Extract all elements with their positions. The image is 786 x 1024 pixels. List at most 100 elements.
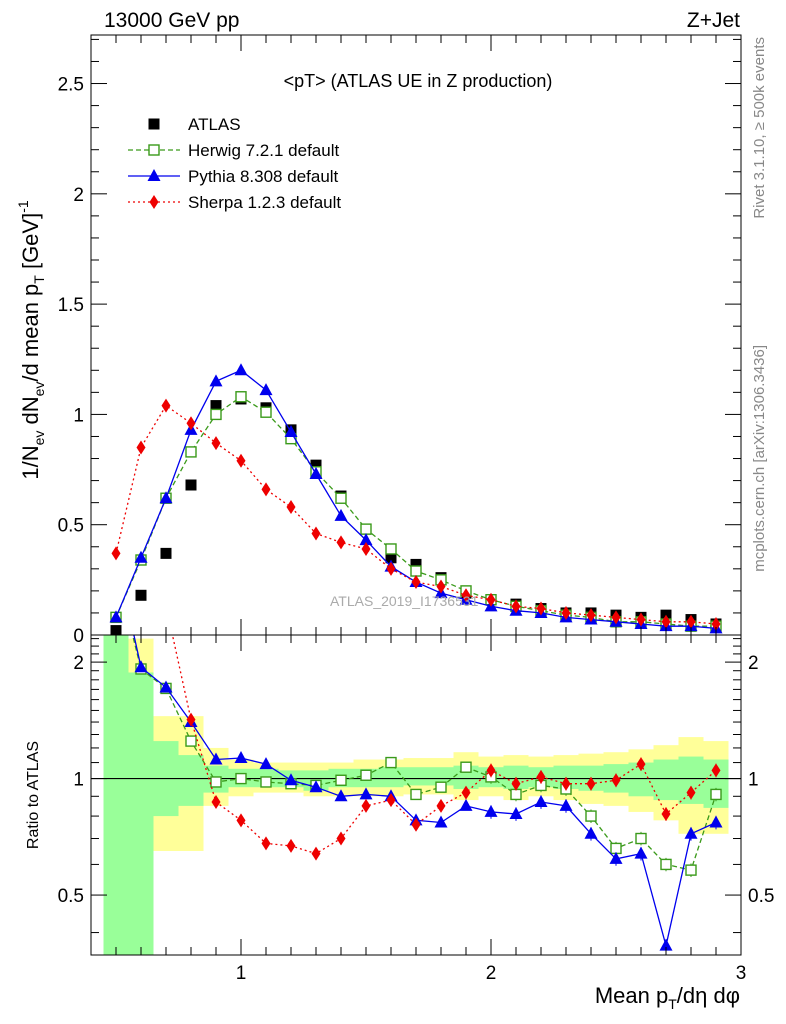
ratio-point-herwig — [385, 756, 397, 769]
ratio-point-sherpa — [611, 773, 621, 788]
ratio-point-pythia — [659, 938, 673, 951]
data-point-atlas — [160, 547, 172, 559]
y-tick-label: 2 — [73, 185, 84, 206]
ratio-point-herwig — [185, 735, 197, 747]
series-sherpa — [111, 398, 721, 631]
data-point-sherpa — [586, 608, 596, 623]
data-point-sherpa — [636, 612, 646, 627]
band-inner-bin — [428, 767, 454, 786]
ratio-y-tick-label-left: 1 — [73, 770, 84, 791]
data-point-atlas — [310, 459, 322, 471]
data-point-sherpa — [436, 579, 446, 594]
band-inner-bin — [403, 767, 429, 786]
main-title: <pT> (ATLAS UE in Z production) — [284, 71, 553, 91]
data-point-pythia — [109, 610, 123, 623]
data-point-herwig — [185, 446, 197, 458]
ratio-point-herwig — [210, 776, 222, 788]
data-point-pythia — [134, 550, 148, 563]
legend-label: Sherpa 1.2.3 default — [188, 193, 341, 212]
ratio-point-pythia — [134, 660, 148, 673]
ratio-point-herwig — [585, 810, 597, 822]
data-point-sherpa — [311, 526, 321, 541]
data-point-sherpa — [236, 453, 246, 468]
ratio-point-herwig — [260, 776, 272, 788]
ratio-point-pythia — [484, 804, 498, 817]
ratio-point-sherpa — [186, 712, 196, 727]
data-point-sherpa — [161, 398, 171, 413]
data-point-pythia — [309, 466, 323, 479]
ratio-point-pythia — [259, 757, 273, 770]
ratio-point-pythia — [159, 680, 173, 693]
ratio-point-sherpa — [586, 776, 596, 791]
ratio-point-sherpa — [511, 776, 521, 791]
data-point-sherpa — [511, 599, 521, 614]
ratio-point-pythia — [684, 826, 698, 839]
ratio-y-tick-label-left: 2 — [73, 653, 84, 674]
band-inner-bin — [128, 672, 154, 955]
ratio-point-pythia — [459, 798, 473, 811]
ratio-point-sherpa — [336, 831, 346, 846]
y-tick-label: 0.5 — [58, 516, 84, 537]
data-point-sherpa — [461, 588, 471, 603]
data-point-pythia — [259, 383, 273, 396]
data-point-sherpa — [711, 616, 721, 631]
legend-label: Herwig 7.2.1 default — [188, 141, 339, 160]
data-point-atlas — [135, 589, 147, 601]
data-point-herwig — [335, 492, 347, 504]
ratio-point-herwig — [235, 772, 247, 785]
legend-label: ATLAS — [188, 115, 241, 134]
ratio-point-herwig — [660, 858, 672, 871]
data-point-pythia — [284, 425, 298, 438]
rivet-label: Rivet 3.1.10, ≥ 500k events — [751, 37, 768, 219]
ratio-point-pythia — [209, 752, 223, 765]
data-point-sherpa — [411, 575, 421, 590]
data-point-sherpa — [136, 440, 146, 455]
ratio-point-herwig — [360, 769, 372, 781]
ratio-point-pythia — [309, 780, 323, 793]
ratio-point-sherpa — [261, 836, 271, 851]
ratio-point-pythia — [709, 815, 723, 828]
ratio-point-pythia — [359, 787, 373, 800]
ratio-point-pythia — [334, 789, 348, 802]
data-point-sherpa — [686, 614, 696, 629]
data-point-herwig — [260, 406, 272, 418]
ratio-panel: 0.5 0.5 1 1 2 2 1 2 3 Ratio to ATLAS — [25, 634, 774, 984]
ratio-point-pythia — [434, 815, 448, 828]
band-inner-bin — [653, 759, 679, 801]
ratio-point-pythia — [634, 846, 648, 859]
legend-marker — [149, 195, 159, 209]
data-point-sherpa — [611, 610, 621, 625]
main-panel: 0 0.5 1 1.5 2 2.5 <pT> (ATLAS UE in Z product… — [15, 34, 742, 647]
ratio-x-axis: 1 2 3 — [115, 635, 746, 984]
watermark: ATLAS_2019_I1736531 — [330, 593, 479, 609]
mcplots-label: mcplots.cern.ch [arXiv:1306.3436] — [751, 345, 768, 572]
ratio-point-herwig — [460, 761, 472, 773]
ratio-y-tick-label-right: 0.5 — [748, 886, 774, 907]
ratio-point-sherpa — [436, 798, 446, 813]
series-line-herwig — [115, 396, 716, 627]
data-point-pythia — [159, 491, 173, 504]
x-tick-label: 2 — [486, 963, 497, 984]
data-point-herwig — [410, 565, 422, 577]
band-inner-bin — [178, 755, 204, 806]
ratio-point-sherpa — [411, 817, 421, 832]
ratio-point-sherpa — [236, 813, 246, 828]
ratio-point-sherpa — [686, 785, 696, 800]
data-point-pythia — [334, 508, 348, 521]
legend-marker — [148, 118, 160, 130]
ratio-point-herwig — [435, 781, 447, 793]
legend-label: Pythia 8.308 default — [188, 167, 339, 186]
ratio-point-sherpa — [661, 806, 671, 821]
data-point-atlas — [410, 558, 422, 570]
ratio-point-pythia — [509, 806, 523, 819]
ratio-point-herwig — [410, 788, 422, 801]
data-point-sherpa — [536, 601, 546, 616]
data-point-sherpa — [486, 592, 496, 607]
ratio-point-sherpa — [386, 793, 396, 808]
ratio-point-sherpa — [711, 763, 721, 778]
x-tick-label: 1 — [236, 963, 247, 984]
legend-entry-atlas: ATLAS — [148, 115, 241, 134]
data-point-pythia — [359, 533, 373, 546]
data-point-atlas — [210, 400, 222, 412]
